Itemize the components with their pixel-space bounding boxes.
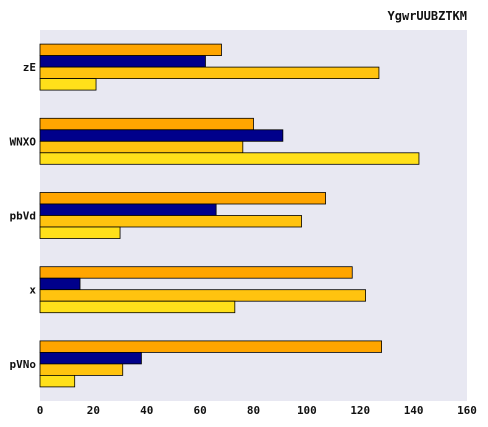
bar-pbVd-series-3 (39, 215, 302, 228)
bar-WNXO-series-4 (39, 152, 420, 165)
category-labels: zE WNXO pbVd x pVNo (10, 61, 37, 371)
bar-x-series-2 (39, 277, 81, 291)
x-tick-label: 120 (350, 404, 370, 417)
category-label: pbVd (10, 210, 37, 223)
bar-zE-series-1 (39, 43, 222, 56)
bars-layer (39, 43, 420, 388)
bar-WNXO-series-3 (39, 140, 244, 154)
bar-pVNo-series-1 (39, 340, 383, 353)
x-tick-label: 80 (247, 404, 260, 417)
bar-pVNo-series-2 (39, 351, 142, 365)
category-label: x (29, 284, 36, 297)
bar-x-series-3 (39, 289, 366, 302)
bar-WNXO-series-2 (39, 129, 284, 142)
bar-pVNo-series-3 (39, 363, 124, 376)
x-tick-label: 40 (140, 404, 153, 417)
category-label: pVNo (10, 358, 37, 371)
bar-pbVd-series-1 (39, 192, 326, 205)
x-tick-label: 100 (297, 404, 317, 417)
x-tick-label: 60 (194, 404, 207, 417)
bar-pVNo-series-4 (39, 374, 76, 388)
x-tick-label: 140 (404, 404, 424, 417)
bar-x-series-1 (39, 266, 353, 279)
bar-zE-series-3 (39, 66, 380, 79)
bar-x-series-4 (39, 300, 236, 314)
bar-zE-series-4 (39, 78, 97, 91)
chart-title: YgwrUUBZTKM (388, 9, 467, 23)
bar-pbVd-series-2 (39, 203, 217, 216)
bar-WNXO-series-1 (39, 117, 254, 131)
category-label: WNXO (10, 135, 37, 148)
x-tick-label: 20 (87, 404, 100, 417)
bar-zE-series-2 (39, 55, 206, 68)
x-tick-label: 0 (37, 404, 44, 417)
x-axis-ticks: 0 20 40 60 80 100 120 140 160 (37, 404, 477, 417)
category-label: zE (23, 61, 36, 74)
x-tick-label: 160 (457, 404, 477, 417)
bar-pbVd-series-4 (39, 226, 121, 239)
